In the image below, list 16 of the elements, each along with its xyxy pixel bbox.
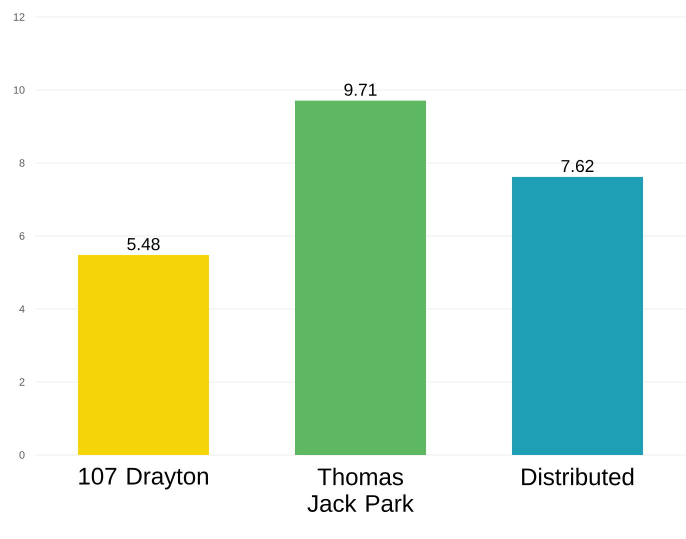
x-tick-label: 107 Drayton bbox=[79, 468, 208, 490]
x-tick-label: Distributed bbox=[522, 468, 634, 486]
bar bbox=[295, 100, 426, 455]
data-label: 9.71 bbox=[344, 84, 377, 96]
y-tick-label: 6 bbox=[20, 232, 24, 240]
y-tick-label: 2 bbox=[20, 378, 24, 386]
bar bbox=[512, 176, 643, 455]
y-tick-label: 8 bbox=[19, 159, 24, 167]
y-tick-label: 12 bbox=[14, 13, 24, 21]
bar bbox=[78, 254, 209, 455]
y-tick-label: 4 bbox=[19, 305, 25, 313]
y-tick-label: 10 bbox=[14, 86, 25, 94]
y-tick-label: 0 bbox=[19, 451, 25, 459]
data-label: 5.48 bbox=[127, 238, 160, 250]
data-label: 7.62 bbox=[562, 160, 594, 172]
x-tick-label: Thomas Jack Park bbox=[308, 468, 414, 512]
